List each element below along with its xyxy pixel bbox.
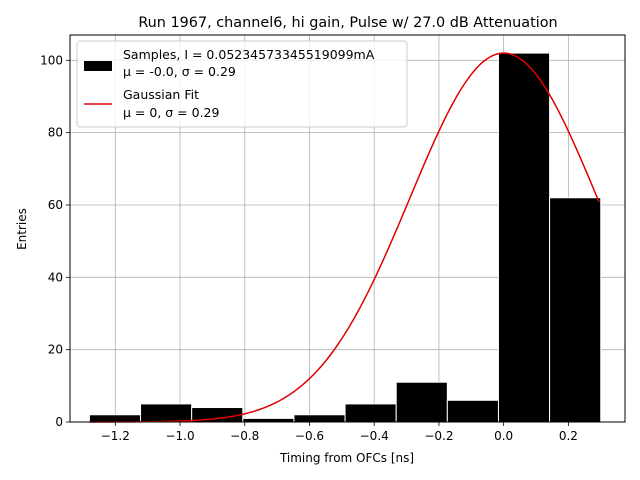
gaussian-fit-line [89,52,600,423]
legend-samples-label: Samples, I = 0.05234573345519099mA [123,47,375,62]
x-axis-ticks: −1.2 −1.0 −0.8 −0.6 −0.4 −0.2 0.0 0.2 [101,422,578,443]
histogram-bar [549,197,602,423]
legend: Samples, I = 0.05234573345519099mA μ = -… [76,40,408,128]
legend-fit-label: Gaussian Fit [123,87,199,102]
legend-samples-stats: μ = -0.0, σ = 0.29 [123,64,236,79]
chart-title: Run 1967, channel6, hi gain, Pulse w/ 27… [138,15,557,31]
x-tick-label: 0.2 [559,429,578,443]
x-tick-label: −0.6 [295,429,324,443]
y-tick-label: 80 [48,126,63,140]
y-axis-ticks: 0 20 40 60 80 100 [40,53,70,429]
y-axis-label: Entries [15,208,29,250]
plot-frame [69,34,626,423]
x-tick-label: −1.2 [101,429,130,443]
histogram-bar [88,414,142,423]
x-tick-label: 0.0 [494,429,513,443]
legend-fit-stats: μ = 0, σ = 0.29 [123,105,219,120]
y-tick-label: 40 [48,270,63,284]
legend-samples-swatch [84,61,112,71]
x-tick-label: −0.8 [230,429,259,443]
histogram-bar [242,417,295,423]
histogram-bar [140,403,193,423]
histogram-bar [344,403,397,423]
x-tick-label: −0.2 [424,429,453,443]
y-tick-label: 100 [40,53,63,67]
x-tick-label: −0.4 [360,429,389,443]
histogram-bar [497,52,551,423]
y-tick-label: 60 [48,198,63,212]
histogram-bars [88,52,602,423]
histogram-bar [395,381,448,423]
histogram-bar [446,399,499,423]
histogram-bar [293,414,346,423]
y-tick-label: 20 [48,343,63,357]
y-tick-label: 0 [55,415,63,429]
x-axis-label: Timing from OFCs [ns] [279,451,414,465]
legend-box [76,40,408,128]
x-tick-label: −1.0 [165,429,194,443]
